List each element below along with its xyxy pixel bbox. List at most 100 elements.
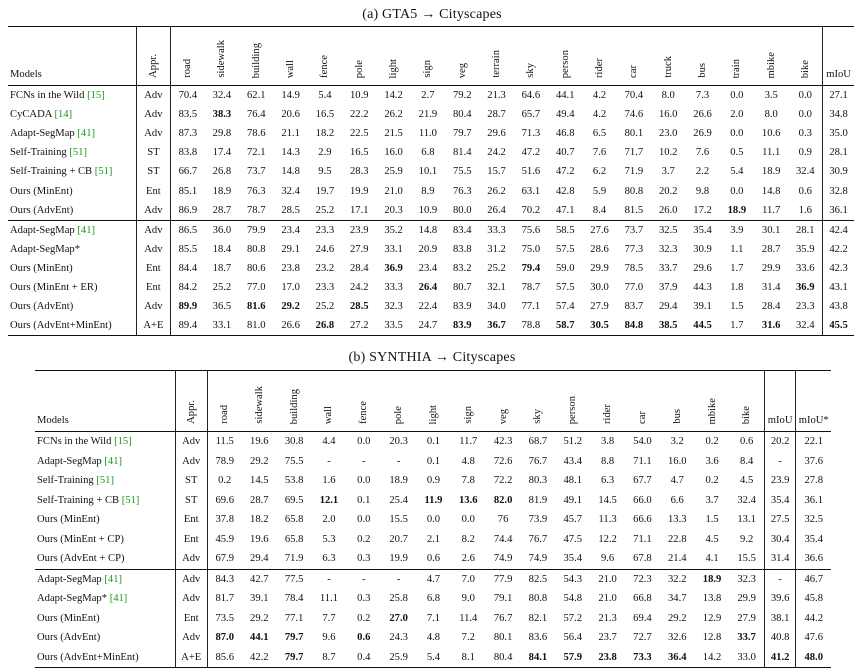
score-cell-building: 75.5 <box>284 455 304 467</box>
score-cell-terrain: 29.6 <box>487 128 506 140</box>
class-header-label: light <box>388 58 400 78</box>
miou-cell: 31.4 <box>763 549 796 569</box>
miou-star-cell: 32.5 <box>795 510 831 530</box>
class-header-sky: sky <box>513 26 549 86</box>
model-name-cell: Self-Training + CB [51] <box>8 162 136 181</box>
score-cell-mbike: 18.9 <box>761 166 781 178</box>
miou-star-cell: 36.1 <box>795 490 831 510</box>
score-cell-mbike: 18.9 <box>694 568 730 589</box>
score-cell-sign: 20.9 <box>418 243 438 255</box>
model-name: Adapt-SegMap* <box>10 243 81 255</box>
score-cell-veg: 83.8 <box>452 243 472 255</box>
table-row: Self-Training [51] ST 83.8 17.4 72.1 14.3 2.9 1… <box>8 143 854 163</box>
citation-link[interactable]: [51] <box>69 147 88 159</box>
score-cell-mbike: 3.7 <box>705 494 719 506</box>
score-cell-wall: 29.2 <box>281 301 300 313</box>
class-header-pole: pole <box>342 26 377 86</box>
score-cell-bike: 36.9 <box>796 281 815 293</box>
citation-link[interactable]: [41] <box>77 224 96 236</box>
model-name-cell: Ours (MinEnt + CP) <box>35 530 175 550</box>
score-cell-rider: 6.2 <box>592 166 607 178</box>
score-cell-mbike: 4.5 <box>705 533 719 545</box>
table-row: Adapt-SegMap* [41] Adv 81.7 39.1 78.4 11.1 0.3… <box>35 589 831 609</box>
score-cell-wall: 14.3 <box>281 147 300 159</box>
citation-link[interactable]: [41] <box>104 573 123 585</box>
score-cell-road: 85.1 <box>178 185 198 197</box>
score-cell-bike: 1.6 <box>798 204 812 216</box>
citation-link[interactable]: [51] <box>94 166 113 178</box>
model-name: Ours (MinEnt) <box>10 185 73 197</box>
score-cell-light: 4.7 <box>416 568 451 589</box>
score-cell-fence: - <box>362 455 366 467</box>
score-cell-light: 25.9 <box>384 166 403 178</box>
score-cell-sign: 6.8 <box>421 147 435 159</box>
citation-link[interactable]: [15] <box>114 436 132 448</box>
score-cell-sky: 81.9 <box>528 494 548 506</box>
table-row: Adapt-SegMap [41] Adv 87.3 29.8 78.6 21.1 18.2… <box>8 124 854 144</box>
score-cell-fence: 23.2 <box>315 262 335 274</box>
score-cell-car: 54.0 <box>633 436 652 448</box>
score-cell-sidewalk: 32.4 <box>212 90 232 102</box>
score-cell-light: 33.3 <box>384 281 403 293</box>
score-cell-mbike: 0.2 <box>705 436 719 448</box>
score-cell-sidewalk: 36.5 <box>212 301 232 313</box>
score-cell-veg: 80.4 <box>485 647 521 668</box>
class-header-label: sidewalk <box>253 386 265 424</box>
citation-link[interactable]: [51] <box>121 494 140 506</box>
score-cell-rider: 4.2 <box>592 90 607 102</box>
score-cell-sign: 2.7 <box>421 90 435 102</box>
score-cell-pole: 28.3 <box>349 166 369 178</box>
citation-link[interactable]: [41] <box>109 593 128 605</box>
score-cell-rider: 23.8 <box>590 647 625 668</box>
score-cell-sidewalk: 18.2 <box>250 514 269 526</box>
score-cell-building: 78.4 <box>284 593 304 605</box>
class-header-label: pole <box>393 405 405 424</box>
score-cell-light: 0.6 <box>426 553 441 565</box>
score-cell-bike: 33.7 <box>737 632 756 644</box>
score-cell-light: 26.2 <box>384 109 403 121</box>
score-cell-bus: 9.8 <box>695 185 710 197</box>
score-cell-sign: 7.8 <box>461 475 475 487</box>
score-cell-pole: 28.5 <box>349 301 369 313</box>
table-row: Ours (AdvEnt) Adv 87.0 44.1 79.7 9.6 0.6 24.3 4.… <box>35 628 831 648</box>
score-cell-sidewalk: 18.4 <box>212 243 232 255</box>
table-row: Self-Training [51] ST 0.2 14.5 53.8 1.6 0.0 18.… <box>35 471 831 491</box>
table-row: FCNs in the Wild [15] Adv 70.4 32.4 62.1 14.9… <box>8 85 854 106</box>
score-cell-rider: 7.6 <box>592 147 607 159</box>
citation-link[interactable]: [51] <box>96 475 115 487</box>
class-header-label: building <box>288 388 300 424</box>
score-cell-light: 4.8 <box>426 632 441 644</box>
score-cell-mbike: 8.0 <box>764 109 778 121</box>
score-cell-train: 0.0 <box>730 128 744 140</box>
citation-link[interactable]: [41] <box>104 455 123 467</box>
score-cell-veg: 74.4 <box>493 533 513 545</box>
approach-cell: ST <box>174 490 208 510</box>
approach-cell: Adv <box>135 297 171 317</box>
score-cell-light: 6.8 <box>426 593 441 605</box>
score-cell-rider: 8.8 <box>600 455 615 467</box>
score-cell-bike: 8.4 <box>740 455 754 467</box>
model-name: Self-Training + CB <box>37 494 120 506</box>
score-cell-building: 72.1 <box>247 147 266 159</box>
score-cell-person: 49.1 <box>563 494 583 506</box>
class-header-rider: rider <box>590 370 625 432</box>
score-cell-bus: 7.3 <box>695 90 710 102</box>
score-cell-veg: 74.9 <box>493 553 513 565</box>
score-cell-fence: 18.2 <box>315 128 335 140</box>
score-cell-bike: 9.2 <box>740 533 754 545</box>
score-cell-car: 67.8 <box>633 553 652 565</box>
citation-link[interactable]: [41] <box>77 128 96 140</box>
score-cell-sky: 78.8 <box>513 316 549 337</box>
score-cell-person: 56.4 <box>563 632 583 644</box>
citation-link[interactable]: [14] <box>54 109 73 121</box>
class-header-terrain: terrain <box>479 26 514 86</box>
score-cell-train: 1.5 <box>730 301 744 313</box>
table-row: Ours (MinEnt) Ent 84.4 18.7 80.6 23.8 23.2 28.4… <box>8 258 854 278</box>
score-cell-mbike: 12.8 <box>702 632 722 644</box>
model-name-cell: Ours (MinEnt) <box>8 181 136 200</box>
score-cell-terrain: 34.0 <box>487 301 506 313</box>
score-cell-mbike: 0.2 <box>705 475 719 487</box>
score-cell-veg: 75.5 <box>452 166 472 178</box>
class-header-label: bus <box>671 409 683 424</box>
citation-link[interactable]: [15] <box>87 90 105 102</box>
